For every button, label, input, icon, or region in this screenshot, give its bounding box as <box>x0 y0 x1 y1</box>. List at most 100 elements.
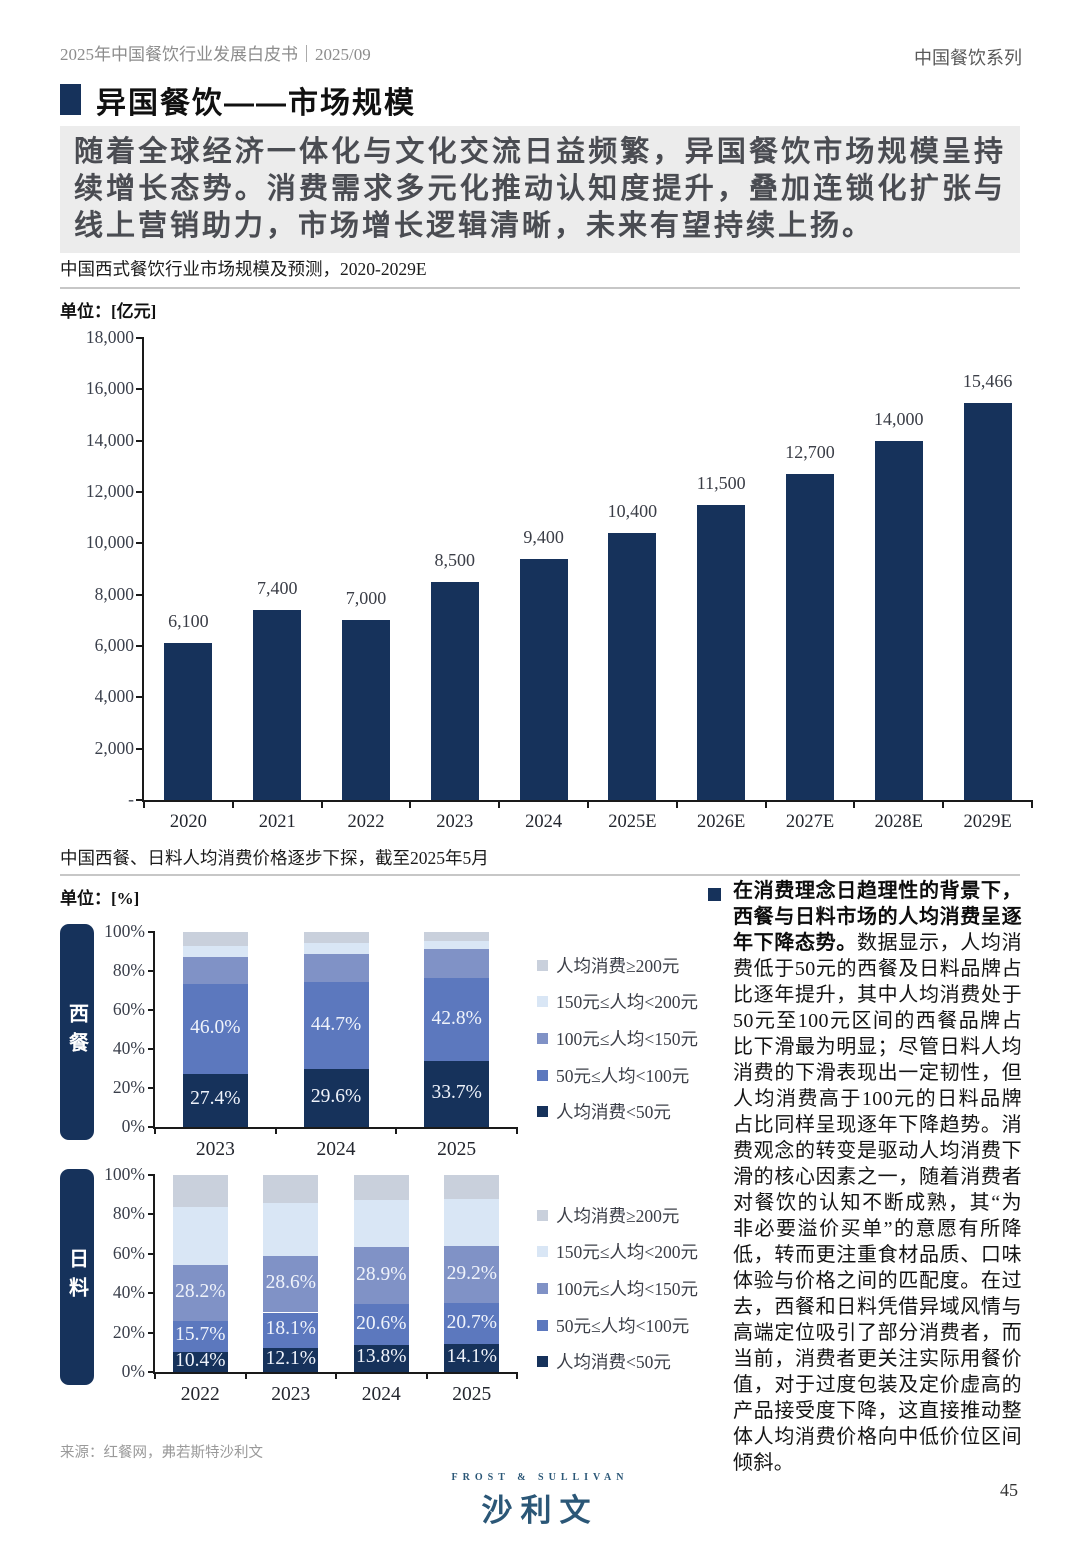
x-axis-label: 2022 <box>180 1384 220 1405</box>
x-axis-label: 2026E <box>697 812 746 832</box>
axis-tick <box>498 800 501 808</box>
stacked-bar-segment <box>353 1304 409 1345</box>
y-axis-label: 6,000 <box>94 635 134 655</box>
axis-tick <box>136 645 144 647</box>
axis-tick <box>148 1087 155 1089</box>
stacked-bar-segment <box>263 1256 319 1313</box>
axis-tick <box>148 1048 155 1050</box>
segment-label: 12.1% <box>265 1348 316 1370</box>
legend-label: 50元≤人均<100元 <box>556 1065 690 1086</box>
x-axis-label: 2024 <box>316 1139 356 1160</box>
segment-label: 29.2% <box>446 1262 497 1284</box>
y-axis-label: 80% <box>112 1203 145 1224</box>
y-axis-label: 18,000 <box>85 327 134 347</box>
stacked-bar-segment <box>444 1303 500 1345</box>
legend-item: 50元≤人均<100元 <box>537 1307 727 1344</box>
axis-tick <box>136 747 144 750</box>
legend: 人均消费≥200元 150元≤人均<200元 100元≤人均<150元 50元≤人均<… <box>537 947 727 1130</box>
x-axis-label: 2027E <box>785 812 835 832</box>
legend-item: 人均消费≥200元 <box>537 1197 727 1234</box>
stacked-bar-segment <box>303 942 369 955</box>
segment-label: 20.7% <box>446 1311 497 1333</box>
axis-tick <box>148 1009 155 1011</box>
bar-value-label: 6,100 <box>168 611 209 632</box>
stacked-bar-segment <box>424 1061 490 1127</box>
bar-value-label: 11,500 <box>696 472 746 493</box>
bar <box>608 533 657 800</box>
x-axis-label: 2022 <box>347 812 385 832</box>
stacked-bar-segment <box>424 977 490 1062</box>
legend-swatch-icon <box>537 1032 548 1044</box>
stacked-bar-segment <box>353 1344 409 1372</box>
stacked-bar-segment <box>303 982 369 1070</box>
axis-tick <box>148 1252 155 1255</box>
stacked-bar-segment <box>182 946 248 957</box>
segment-label: 28.9% <box>356 1263 407 1285</box>
axis-tick <box>148 1174 155 1176</box>
y-axis-label: 40% <box>112 1038 145 1058</box>
axis-tick <box>154 1127 156 1134</box>
bar-value-label: 14,000 <box>874 408 924 429</box>
legend-label: 人均消费≥200元 <box>556 1205 680 1226</box>
axis-tick <box>942 800 945 808</box>
stacked-bar-segment <box>263 1202 319 1257</box>
western-food-stacked-chart: 0% 20% 40% 60% 80% 100% 27.4% 46.0% 2023 29.6% 44.… <box>104 921 518 1160</box>
segment-label: 20.6% <box>356 1312 407 1334</box>
axis-tick <box>148 1292 155 1295</box>
bar <box>519 558 568 800</box>
axis-tick <box>853 800 856 808</box>
stacked-bar-segment <box>182 932 248 947</box>
stacked-bar-segment <box>303 1069 369 1127</box>
chart1-unit-label: 单位：[亿元] <box>60 302 157 321</box>
stacked-bar-segment <box>303 932 369 943</box>
y-axis-label: 60% <box>112 999 145 1019</box>
page-number: 45 <box>1000 1480 1018 1500</box>
axis-tick <box>274 1127 277 1134</box>
legend-item: 150元≤人均<200元 <box>537 984 727 1021</box>
y-axis-label: 16,000 <box>85 378 134 399</box>
bar-value-label: 9,400 <box>523 526 564 547</box>
y-axis-label: 80% <box>112 960 145 980</box>
axis-tick <box>148 931 155 933</box>
y-axis-label: 14,000 <box>85 429 134 450</box>
intro-panel: 随着全球经济一体化与文化交流日益频繁，异国餐饮市场规模呈持续增长态势。消费需求多… <box>60 126 1020 253</box>
legend-item: 100元≤人均<150元 <box>537 1270 727 1307</box>
legend: 人均消费≥200元 150元≤人均<200元 100元≤人均<150元 50元≤人均<… <box>537 1197 727 1380</box>
chart1-title: 中国西式餐饮行业市场规模及预测，2020-2029E <box>60 259 427 279</box>
stacked-bar-segment <box>424 949 490 978</box>
axis-tick <box>320 800 323 808</box>
legend-swatch-icon <box>537 1282 548 1294</box>
stacked-bar-segment <box>172 1265 228 1321</box>
stacked-bar-segment <box>303 954 369 983</box>
legend-label: 人均消费≥200元 <box>556 955 680 976</box>
stacked-bar-segment <box>444 1198 500 1246</box>
page-header-left: 2025年中国餐饮行业发展白皮书｜2025/09 <box>60 45 371 64</box>
x-axis-label: 2020 <box>169 812 207 832</box>
stacked-bar-segment <box>182 983 248 1074</box>
bar <box>697 504 746 800</box>
x-axis-label: 2025 <box>452 1384 492 1405</box>
segment-label: 15.7% <box>175 1324 226 1346</box>
y-axis-label: 4,000 <box>94 686 134 707</box>
x-axis-label: 2023 <box>436 812 474 832</box>
legend-label: 100元≤人均<150元 <box>556 1278 698 1299</box>
bar-value-label: 7,400 <box>256 578 298 599</box>
bar <box>963 403 1012 800</box>
axis-tick <box>148 1126 155 1128</box>
note-body: 数据显示，人均消费低于50元的西餐及日料品牌占比逐年提升，其中人均消费处于50元… <box>733 932 1022 1474</box>
axis-tick <box>148 1371 155 1373</box>
legend-item: 150元≤人均<200元 <box>537 1234 727 1271</box>
page-header-right: 中国餐饮系列 <box>914 48 1022 68</box>
divider-line <box>60 287 1020 289</box>
stacked-bar-segment <box>444 1175 500 1199</box>
stacked-bar-segment <box>182 956 248 984</box>
stacked-bar-segment <box>172 1351 228 1372</box>
x-axis-label: 2025E <box>608 812 657 832</box>
legend-swatch-icon <box>537 996 548 1008</box>
y-axis-label: 10,000 <box>85 532 134 553</box>
axis-tick <box>136 388 144 391</box>
axis-tick <box>516 1127 518 1134</box>
axis-tick <box>516 1372 518 1379</box>
divider-line <box>60 874 1020 876</box>
